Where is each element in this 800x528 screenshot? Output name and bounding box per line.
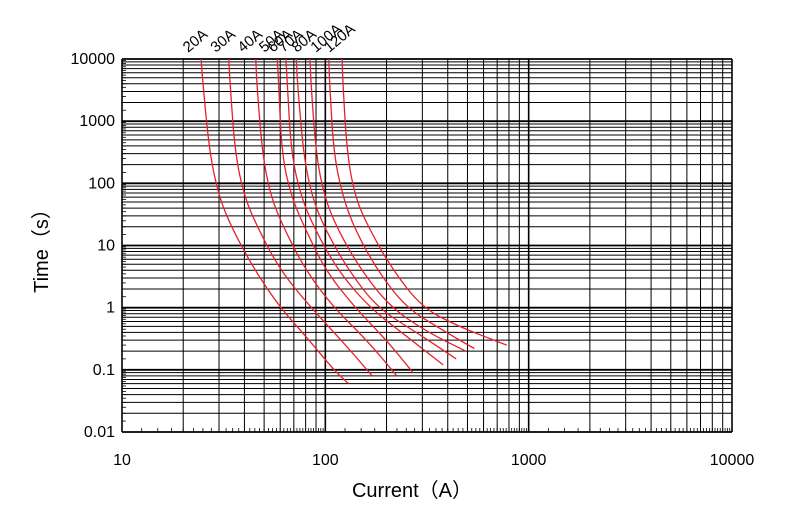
y-tick-label: 0.01 [84,424,115,441]
series-line-20A [200,58,349,385]
axes [121,58,733,433]
series-label-20A: 20A [180,26,211,56]
series-line-50A [276,58,414,374]
series-line-60A [285,58,444,366]
x-tick-label: 1000 [511,452,547,469]
series-line-30A [228,58,373,377]
y-tick-label: 0.1 [93,362,115,379]
y-tick-label: 100 [88,175,115,192]
y-tick-label: 10000 [71,51,116,68]
series-line-70A [295,58,457,360]
y-axis-title: Time（s） [30,199,53,293]
y-tick-label: 10 [97,238,115,255]
grid [121,58,733,433]
y-tick-label: 1000 [79,113,115,130]
x-axis-title: Current（A） [352,479,472,502]
y-tick-label: 1 [106,300,115,317]
series-label-30A: 30A [207,26,238,56]
x-tick-label: 100 [312,452,339,469]
tick-labels: 10 100 1000 10000 10000 1000 100 10 1 0.1 0.01 [71,51,755,469]
series-line-100A [328,58,475,350]
x-tick-label: 10000 [710,452,755,469]
series-line-40A [255,58,398,377]
x-tick-label: 10 [113,452,131,469]
series-line-120A [341,58,507,346]
series-line-80A [309,58,466,352]
